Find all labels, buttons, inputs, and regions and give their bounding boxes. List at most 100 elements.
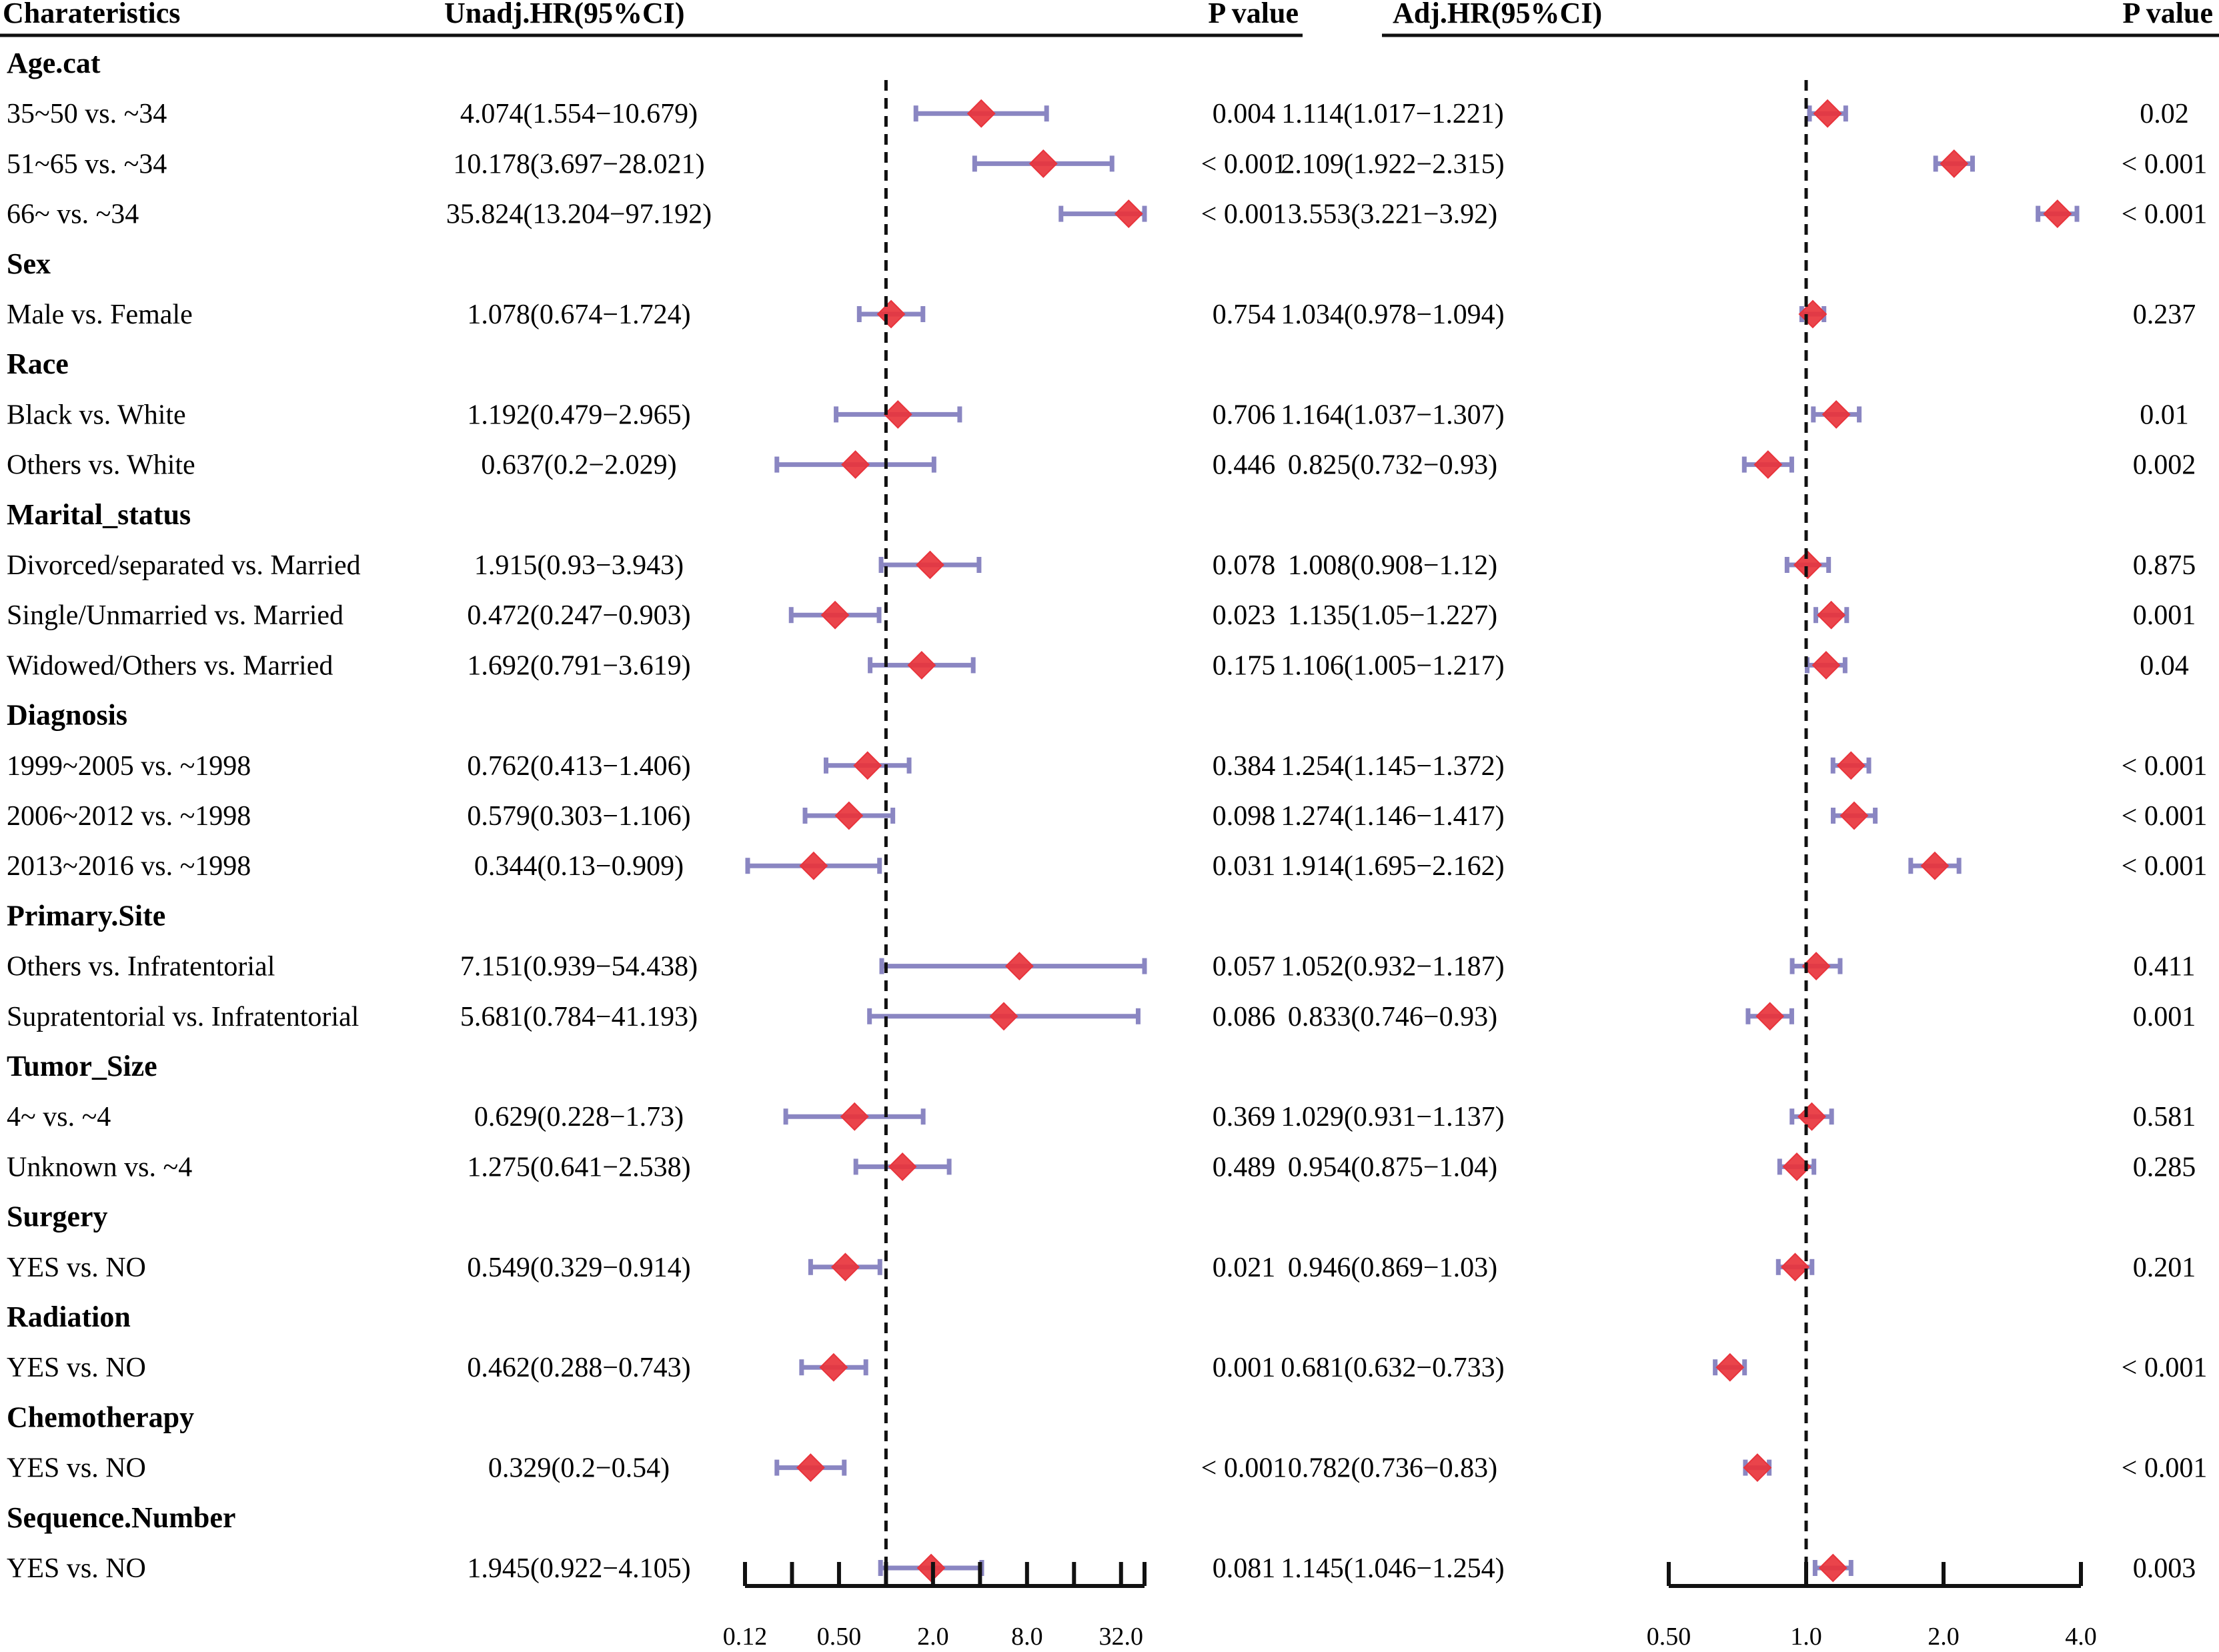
adj-hr-marker — [1940, 149, 1969, 178]
adj-hr-marker — [1839, 801, 1869, 830]
group-label: Diagnosis — [7, 699, 127, 732]
group-label: Primary.Site — [7, 899, 165, 932]
adj-hr-marker — [2043, 199, 2072, 229]
unadj-hr-marker — [820, 600, 850, 630]
group-label: Sequence.Number — [7, 1501, 235, 1534]
unadj-hr-marker — [966, 99, 996, 128]
adj-p-value: 0.01 — [2140, 399, 2189, 430]
unadj-hr-ci-text: 1.915(0.93−3.943) — [474, 550, 684, 581]
unadj-p-value: 0.489 — [1213, 1152, 1276, 1182]
header-p-value-left: P value — [1208, 0, 1299, 29]
unadj-hr-ci-text: 7.151(0.939−54.438) — [460, 952, 698, 982]
adj-hr-marker — [1793, 550, 1822, 580]
adj-hr-marker — [1743, 1453, 1772, 1483]
row-label: Others vs. Infratentorial — [7, 952, 275, 982]
unadj-hr-ci-text: 0.637(0.2−2.029) — [481, 450, 676, 481]
adj-hr-marker — [1753, 450, 1783, 480]
adj-p-value: < 0.001 — [2122, 1353, 2208, 1383]
adj-hr-ci-text: 1.034(0.978−1.094) — [1281, 299, 1504, 330]
unadj-hr-marker — [819, 1353, 848, 1382]
row-label: 35~50 vs. ~34 — [7, 99, 167, 129]
adj-hr-marker — [1755, 1002, 1785, 1031]
unadj-hr-marker — [888, 1152, 917, 1181]
forest-marks — [745, 99, 2080, 1583]
unadj-p-value: 0.021 — [1213, 1253, 1276, 1283]
unadj-hr-ci-text: 1.192(0.479−2.965) — [467, 399, 690, 430]
header-characteristics: Charateristics — [3, 0, 180, 29]
adj-p-value: 0.411 — [2134, 952, 2196, 982]
header-unadj-hr: Unadj.HR(95%CI) — [444, 0, 685, 29]
row-label: Supratentorial vs. Infratentorial — [7, 1002, 359, 1032]
unadj-p-value: 0.081 — [1213, 1553, 1276, 1584]
adj-hr-ci-text: 0.833(0.746−0.93) — [1288, 1002, 1497, 1032]
unadj-hr-ci-text: 4.074(1.554−10.679) — [460, 99, 698, 129]
row-label: YES vs. NO — [7, 1453, 146, 1484]
unadj-hr-ci-text: 1.945(0.922−4.105) — [467, 1553, 690, 1584]
unadj-hr-marker — [989, 1002, 1018, 1031]
unadj-hr-ci-text: 1.275(0.641−2.538) — [467, 1152, 690, 1182]
adj-hr-ci-text: 0.946(0.869−1.03) — [1288, 1253, 1497, 1283]
unadj-hr-marker — [907, 650, 936, 680]
row-label: Others vs. White — [7, 450, 195, 481]
unadj-p-value: 0.384 — [1213, 751, 1276, 782]
row-label: Widowed/Others vs. Married — [7, 650, 333, 681]
adj-tick-label: 0.50 — [1647, 1623, 1691, 1651]
unadj-p-value: 0.023 — [1213, 600, 1276, 631]
unadj-p-value: 0.175 — [1213, 650, 1276, 681]
unadj-hr-ci-text: 1.078(0.674−1.724) — [467, 299, 690, 330]
adj-p-value: < 0.001 — [2122, 751, 2208, 782]
unadj-hr-ci-text: 0.462(0.288−0.743) — [467, 1353, 690, 1383]
table-rows: Age.cat 35~50 vs. ~34 4.074(1.554−10.679) 0… — [7, 47, 2207, 1584]
adj-hr-ci-text: 3.553(3.221−3.92) — [1288, 199, 1497, 230]
adj-hr-marker — [1797, 1102, 1826, 1131]
unadj-tick-label: 2.0 — [917, 1623, 949, 1651]
group-label: Surgery — [7, 1200, 108, 1233]
adj-hr-ci-text: 1.008(0.908−1.12) — [1288, 550, 1497, 581]
unadj-p-value: 0.001 — [1213, 1353, 1276, 1383]
adj-hr-ci-text: 1.114(1.017−1.221) — [1281, 99, 1504, 129]
unadj-hr-ci-text: 0.579(0.303−1.106) — [467, 801, 690, 832]
adj-p-value: 0.285 — [2133, 1152, 2196, 1182]
adj-p-value: 0.02 — [2140, 99, 2189, 129]
adj-hr-ci-text: 1.164(1.037−1.307) — [1281, 399, 1504, 430]
unadj-hr-marker — [1114, 199, 1143, 229]
adj-hr-ci-text: 1.135(1.05−1.227) — [1288, 600, 1497, 631]
adj-p-value: 0.04 — [2140, 650, 2189, 681]
unadj-hr-marker — [1028, 149, 1058, 178]
adj-p-value: 0.875 — [2133, 550, 2196, 581]
unadj-hr-ci-text: 0.344(0.13−0.909) — [474, 851, 684, 882]
unadj-hr-marker — [883, 399, 912, 429]
adj-p-value: 0.003 — [2133, 1553, 2196, 1584]
adj-p-value: 0.237 — [2133, 299, 2196, 330]
unadj-p-value: < 0.001 — [1201, 199, 1287, 230]
unadj-hr-marker — [1005, 952, 1034, 981]
adj-hr-marker — [1715, 1353, 1745, 1382]
unadj-hr-marker — [916, 550, 944, 580]
adj-hr-marker — [1801, 952, 1831, 981]
group-label: Radiation — [7, 1301, 131, 1333]
unadj-p-value: < 0.001 — [1201, 1453, 1287, 1484]
adj-hr-marker — [1798, 299, 1827, 329]
adj-hr-ci-text: 1.914(1.695−2.162) — [1281, 851, 1504, 882]
row-label: 66~ vs. ~34 — [7, 199, 139, 230]
adj-p-value: < 0.001 — [2122, 149, 2208, 179]
header-adj-hr: Adj.HR(95%CI) — [1393, 0, 1602, 29]
unadj-p-value: 0.078 — [1213, 550, 1276, 581]
row-label: 4~ vs. ~4 — [7, 1102, 111, 1132]
adj-hr-ci-text: 1.254(1.145−1.372) — [1281, 751, 1504, 782]
unadj-hr-ci-text: 1.692(0.791−3.619) — [467, 650, 690, 681]
adj-p-value: 0.002 — [2133, 450, 2196, 481]
unadj-p-value: 0.004 — [1213, 99, 1276, 129]
unadj-tick-label: 8.0 — [1011, 1623, 1043, 1651]
adj-hr-ci-text: 1.145(1.046−1.254) — [1281, 1553, 1504, 1584]
unadj-p-value: 0.057 — [1213, 952, 1276, 982]
unadj-tick-label: 32.0 — [1099, 1623, 1144, 1651]
adj-hr-marker — [1811, 650, 1841, 680]
adj-hr-ci-text: 0.681(0.632−0.733) — [1281, 1353, 1504, 1383]
unadj-hr-ci-text: 0.629(0.228−1.73) — [474, 1102, 684, 1132]
row-label: YES vs. NO — [7, 1553, 146, 1584]
adj-p-value: < 0.001 — [2122, 851, 2208, 882]
adj-p-value: < 0.001 — [2122, 199, 2208, 230]
adj-hr-marker — [1836, 751, 1866, 780]
